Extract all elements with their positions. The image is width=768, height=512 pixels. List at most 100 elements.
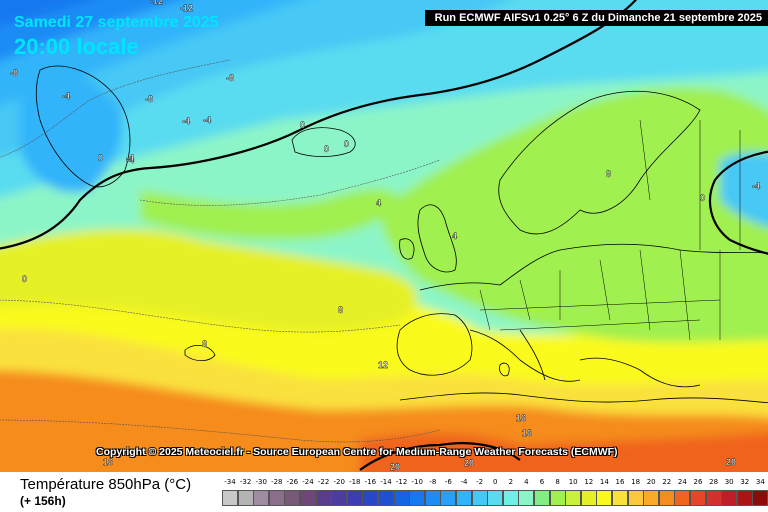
legend-swatch: [565, 490, 582, 506]
legend-label: -10: [411, 478, 423, 486]
legend-swatch: [424, 490, 441, 506]
legend-swatch: [627, 490, 644, 506]
contour-label: 0: [98, 153, 103, 163]
temperature-map: -12 -12 -8 -8 -8 -4 -4 -4 -4 -4 0 0 0 0 0 4 4 8 8 8 12 16 16 16…: [0, 0, 768, 472]
contour-label: -8: [145, 94, 153, 104]
legend-label: -34: [224, 478, 236, 486]
contour-label: 0: [22, 274, 27, 284]
legend-swatch: [393, 490, 410, 506]
contour-label: 20: [390, 462, 400, 472]
run-info: Run ECMWF AIFSv1 0.25° 6 Z du Dimanche 2…: [424, 10, 768, 26]
legend-swatch: [409, 490, 426, 506]
temperature-field: [0, 0, 768, 472]
legend-swatch: [736, 490, 753, 506]
legend-swatch: [658, 490, 675, 506]
legend-label: 20: [646, 478, 656, 486]
legend-label: -18: [349, 478, 361, 486]
legend-swatch: [456, 490, 472, 506]
legend-label: 34: [755, 478, 765, 486]
variable-title: Température 850hPa (°C): [20, 476, 192, 493]
legend-label: -32: [239, 478, 252, 486]
legend-swatch: [378, 490, 394, 506]
contour-label: 0: [700, 193, 705, 203]
contour-label: -4: [182, 116, 190, 126]
contour-label: 16: [103, 457, 113, 467]
contour-label: -4: [62, 91, 70, 101]
legend-label: 0: [492, 478, 498, 486]
legend-swatch: [643, 490, 660, 506]
contour-label: -4: [126, 155, 134, 165]
contour-labels: -12 -12 -8 -8 -8 -4 -4 -4 -4 -4 0 0 0 0 0 4 4 8 8 8 12 16 16 16…: [10, 0, 760, 472]
contour-label: -4: [126, 153, 134, 163]
bold-isotherms: [0, 0, 768, 471]
contour-label: 20: [726, 457, 736, 467]
legend-label: -20: [333, 478, 345, 486]
legend-label: -16: [364, 478, 377, 486]
legend-swatch: [674, 490, 691, 506]
legend-swatch: [346, 490, 363, 506]
legend-label: 30: [724, 478, 734, 486]
contour-label: -12: [150, 0, 163, 6]
legend-label: -6: [444, 478, 452, 486]
contour-label: 0: [324, 144, 329, 154]
legend-swatch: [502, 490, 519, 506]
legend-label: 18: [631, 478, 641, 486]
legend-swatch: [534, 490, 550, 506]
legend-label: -2: [476, 478, 484, 486]
contour-label: 20: [464, 458, 474, 468]
legend-swatch: [300, 490, 316, 506]
legend-label: 24: [677, 478, 687, 486]
legend-label: -22: [317, 478, 330, 486]
legend-swatch: [440, 490, 457, 506]
legend-label: -12: [395, 478, 408, 486]
contour-label: 0: [300, 120, 305, 130]
legend-label: -8: [429, 478, 437, 486]
contour-label: 4: [452, 231, 457, 241]
legend-swatch: [518, 490, 535, 506]
legend-swatch: [284, 490, 301, 506]
legend-label: 22: [662, 478, 672, 486]
legend-label: 16: [615, 478, 625, 486]
legend-swatch: [331, 490, 348, 506]
legend-swatch: [705, 490, 722, 506]
legend-label: 8: [555, 478, 560, 486]
legend-label: -24: [302, 478, 314, 486]
legend-label: 6: [539, 478, 545, 486]
contour-label: -4: [203, 115, 211, 125]
legend-label: 2: [508, 478, 514, 486]
legend-label: 10: [568, 478, 578, 486]
contour-label: 16: [522, 428, 532, 438]
copyright: Copyright © 2025 Meteociel.fr - Source E…: [96, 446, 618, 458]
legend-label: 26: [693, 478, 703, 486]
legend-swatch: [253, 490, 270, 506]
legend-swatch: [549, 490, 566, 506]
contour-label: 8: [606, 169, 611, 179]
legend-swatch: [612, 490, 628, 506]
legend-swatch: [487, 490, 504, 506]
legend-label: 14: [599, 478, 609, 486]
legend-label: -4: [460, 478, 468, 486]
forecast-date: Samedi 27 septembre 2025: [14, 14, 219, 31]
legend-swatch: [690, 490, 706, 506]
legend-label: -28: [271, 478, 283, 486]
legend-swatch: [237, 490, 254, 506]
contour-label: 4: [376, 198, 381, 208]
legend-swatch: [268, 490, 285, 506]
contour-label: 12: [378, 360, 388, 370]
forecast-time: 20:00 locale: [14, 34, 139, 59]
legend-label: 12: [584, 478, 594, 486]
legend-swatch: [721, 490, 738, 506]
contour-label: -8: [226, 73, 234, 83]
legend-label: 32: [740, 478, 750, 486]
coastlines: [35, 65, 768, 404]
legend-swatch: [580, 490, 597, 506]
contour-label: -4: [752, 181, 760, 191]
legend-label: -26: [286, 478, 299, 486]
legend-swatch: [752, 490, 768, 506]
legend-label: 28: [709, 478, 719, 486]
contour-label: -8: [10, 68, 18, 78]
legend-swatch: [222, 490, 238, 506]
contour-label: -12: [180, 3, 193, 13]
contour-label: 8: [338, 305, 343, 315]
isotherms: [0, 59, 441, 443]
